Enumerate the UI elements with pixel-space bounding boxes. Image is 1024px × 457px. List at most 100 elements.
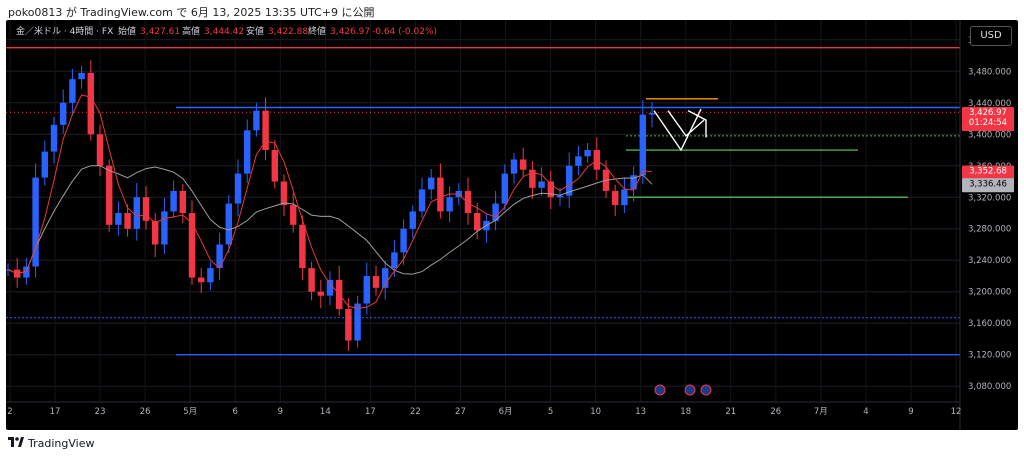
candle-body <box>69 79 76 103</box>
ma-fast-line <box>7 94 653 309</box>
candle-body <box>501 173 509 204</box>
candle-body <box>253 110 260 131</box>
ma-slow-line <box>7 165 653 275</box>
price-tick-label: 3,160.000 <box>968 319 1011 329</box>
candle-body <box>437 177 444 212</box>
time-tick-label: 18 <box>680 407 691 417</box>
time-tick-label: 26 <box>770 407 781 417</box>
ma-fast-tag-bg <box>962 165 1014 180</box>
top-bar: poko0813 が TradingView.com で 6月 13, 2025… <box>0 0 1024 20</box>
candle-body <box>556 195 564 198</box>
candle-body <box>391 252 398 269</box>
time-tick-label: 12 <box>951 407 962 417</box>
projection-drawings <box>653 108 707 152</box>
candle-body <box>289 205 297 225</box>
legend-symbol: 金／米ドル · 4時間 · FX <box>16 25 113 37</box>
ma-slow-tag-bg <box>962 178 1014 193</box>
candle-body <box>32 177 39 267</box>
candle-body <box>473 213 481 231</box>
last-price-tag-bg <box>962 107 1014 132</box>
candle-body <box>299 224 306 269</box>
candle-body <box>151 220 159 245</box>
candle-body <box>621 189 628 206</box>
candle-body <box>446 197 453 212</box>
time-tick-label: 10 <box>590 407 601 417</box>
legend-close-label: 終値 <box>308 25 326 37</box>
candle-body <box>630 175 637 190</box>
legend-high-label: 高値 <box>182 25 200 37</box>
moving-averages <box>7 94 653 309</box>
candle-body <box>262 110 269 151</box>
candle-body <box>317 291 325 296</box>
candle-body <box>234 173 242 204</box>
candles <box>6 60 656 351</box>
last-price-tag-text: 3,426.97 <box>969 108 1007 118</box>
calendar-event-icon[interactable] <box>684 384 696 396</box>
candle-body <box>133 197 141 229</box>
calendar-event-icon[interactable] <box>654 384 666 396</box>
candle-body <box>197 277 205 283</box>
candle-body <box>418 189 426 212</box>
candle-body <box>41 151 49 178</box>
price-tick-label: 3,480.000 <box>968 67 1011 77</box>
candle-body <box>409 211 417 229</box>
candle-body <box>639 114 647 176</box>
time-tick-label: 13 <box>635 407 646 417</box>
candle-body <box>243 130 251 174</box>
candle-body <box>271 150 279 182</box>
time-tick-label: 5月 <box>183 407 197 417</box>
candle-body <box>59 102 67 125</box>
candle-body <box>142 197 150 221</box>
brand-text: TradingView <box>28 436 95 450</box>
time-tick-label: 21 <box>725 407 736 417</box>
time-tick-label: 2 <box>7 407 12 417</box>
price-chart[interactable]: 3,080.000 3,120.000 3,160.000 3,200.000 3,24… <box>6 20 1018 430</box>
chart-frame <box>6 20 1018 430</box>
candle-body <box>492 203 499 221</box>
candle-body <box>105 165 113 225</box>
legend-open-label: 始値 <box>118 25 136 37</box>
price-tick-label: 3,400.000 <box>968 130 1011 140</box>
price-tick-label: 3,120.000 <box>968 351 1011 361</box>
candle-body <box>593 150 601 170</box>
legend-change: -0.64 (-0.02%) <box>372 27 437 37</box>
time-tick-label: 14 <box>320 407 331 417</box>
ma-fast-tag-text: 3,352.68 <box>969 167 1007 177</box>
time-tick-label: 4 <box>863 407 868 417</box>
candle-body <box>115 213 122 225</box>
candle-body <box>547 181 555 198</box>
candle-body <box>207 268 214 283</box>
candle-body <box>216 244 223 269</box>
candle-body <box>345 309 352 341</box>
calendar-event-icon[interactable] <box>700 384 712 396</box>
candle-body <box>78 72 85 80</box>
grid <box>6 20 960 402</box>
candle-body <box>363 275 371 304</box>
price-axis: 3,080.000 3,120.000 3,160.000 3,200.000 3,24… <box>959 20 1011 430</box>
ma-slow-tag-text: 3,336.46 <box>969 179 1007 189</box>
time-tick-label: 7月 <box>814 407 828 417</box>
projection-arrow <box>667 110 707 138</box>
ohlc-legend: 金／米ドル · 4時間 · FX 始値 3,427.61 高値 3,444.42… <box>16 25 437 37</box>
candle-body <box>50 124 58 152</box>
candle-body <box>538 181 545 188</box>
time-axis: 2 17 23 26 5月 6 9 14 17 22 27 6月 5 10 13 18 21 26 7月 4 9 12 <box>6 401 962 417</box>
candle-body <box>326 279 334 296</box>
candle-body <box>23 266 30 278</box>
tradingview-logo-icon <box>8 437 24 447</box>
time-tick-label: 5 <box>548 407 553 417</box>
time-tick-label: 23 <box>95 407 106 417</box>
candle-body <box>308 268 315 292</box>
legend-low-label: 安値 <box>246 25 264 37</box>
horizontal-levels <box>6 46 960 356</box>
currency-button[interactable]: USD <box>970 26 1012 46</box>
time-tick-label: 22 <box>410 407 421 417</box>
candle-body <box>648 113 656 115</box>
candle-body <box>280 181 288 206</box>
time-tick-label: 9 <box>908 407 913 417</box>
candle-body <box>225 203 233 245</box>
candle-body <box>372 275 380 288</box>
candle-body <box>611 190 619 206</box>
candle-body <box>584 150 591 157</box>
